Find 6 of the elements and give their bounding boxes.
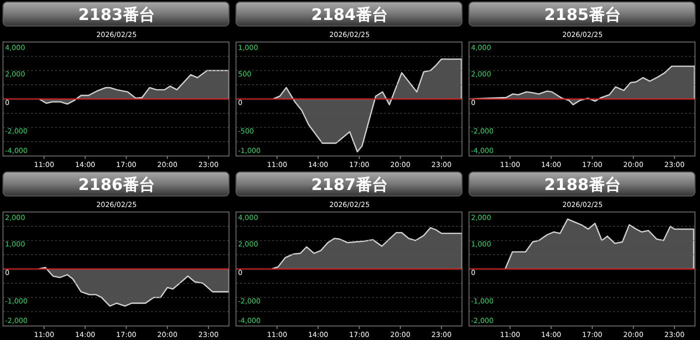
chart-title: 2187番台 (311, 175, 388, 194)
chart-title: 2183番台 (78, 5, 155, 24)
chart-title: 2185番台 (544, 5, 621, 24)
chart-title: 2184番台 (311, 5, 388, 24)
chart-title: 2186番台 (78, 175, 155, 194)
chart-title: 2188番台 (544, 175, 621, 194)
